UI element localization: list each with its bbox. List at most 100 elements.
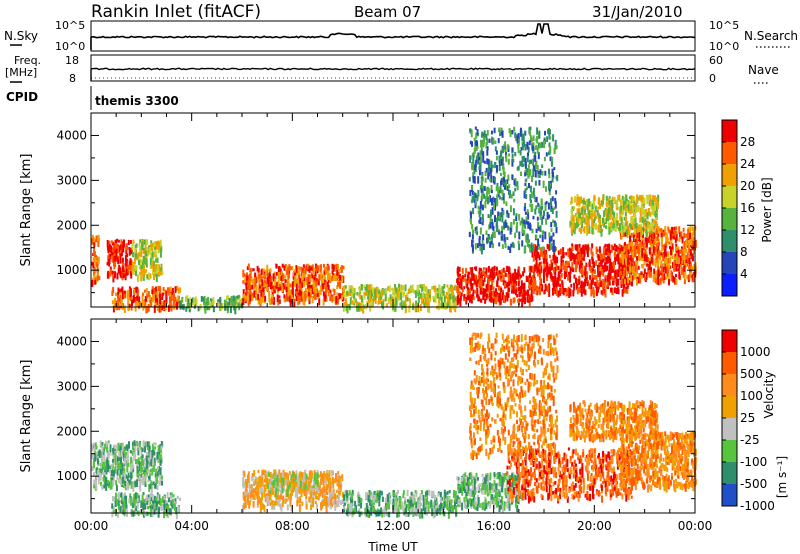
scatter-cell (622, 278, 625, 287)
scatter-cell (323, 285, 326, 290)
scatter-cell (282, 273, 285, 282)
scatter-cell (124, 461, 127, 465)
scatter-cell (479, 287, 482, 295)
scatter-cell (639, 207, 642, 214)
scatter-cell (490, 290, 493, 299)
scatter-cell (255, 286, 258, 292)
scatter-cell (173, 504, 176, 512)
scatter-cell (106, 465, 109, 473)
scatter-cell (176, 301, 179, 310)
scatter-cell (526, 155, 529, 163)
scatter-cell (111, 503, 114, 509)
scatter-cell (122, 444, 124, 452)
scatter-cell (287, 266, 290, 274)
scatter-cell (690, 241, 692, 246)
scatter-cell (675, 278, 678, 285)
scatter-cell (599, 225, 602, 229)
scatter-cell (671, 226, 674, 234)
scatter-cell (681, 252, 684, 257)
scatter-cell (468, 295, 471, 303)
scatter-cell (528, 243, 531, 249)
scatter-cell (417, 296, 420, 304)
scatter-cell (552, 242, 555, 250)
scatter-cell (297, 270, 300, 275)
scatter-cell (93, 483, 96, 489)
scatter-cell (573, 228, 575, 233)
scatter-cell (496, 165, 498, 173)
scatter-cell (570, 209, 573, 214)
scatter-cell (254, 281, 257, 288)
scatter-cell (136, 501, 139, 508)
scatter-cell (648, 194, 651, 201)
scatter-cell (580, 227, 582, 234)
scatter-cell (451, 291, 454, 298)
scatter-cell (581, 221, 583, 229)
scatter-cell (217, 302, 220, 306)
scatter-cell (492, 243, 494, 249)
scatter-cell (134, 452, 137, 459)
scatter-cell (260, 289, 263, 297)
scatter-cell (603, 220, 605, 228)
scatter-cell (260, 296, 262, 305)
scatter-cell (620, 229, 623, 236)
scatter-cell (499, 172, 502, 177)
scatter-cell (475, 282, 478, 288)
scatter-cell (482, 234, 485, 241)
scatter-cell (632, 221, 635, 228)
scatter-cell (591, 265, 594, 269)
scatter-cell (283, 294, 286, 299)
scatter-cell (121, 476, 124, 484)
scatter-cell (668, 241, 671, 245)
scatter-cell (597, 206, 600, 210)
scatter-cell (488, 235, 490, 240)
scatter-cell (550, 222, 553, 228)
scatter-cell (156, 466, 159, 470)
scatter-cell (257, 293, 260, 301)
scatter-cell (630, 255, 633, 260)
scatter-cell (500, 278, 503, 282)
scatter-cell (117, 295, 120, 303)
scatter-cell (548, 286, 551, 291)
scatter-cell (136, 464, 138, 468)
scatter-cell (572, 268, 574, 272)
scatter-cell (105, 480, 108, 486)
scatter-cell (560, 248, 563, 255)
scatter-cell (151, 505, 154, 513)
scatter-cell (619, 261, 622, 268)
scatter-cell (136, 479, 138, 487)
scatter-cell (493, 203, 495, 210)
scatter-cell (149, 459, 152, 463)
scatter-cell (406, 292, 409, 297)
scatter-cell (331, 263, 334, 270)
scatter-cell (519, 286, 522, 294)
scatter-cell (342, 304, 345, 312)
scatter-cell (486, 158, 489, 164)
scatter-cell (568, 273, 571, 278)
scatter-cell (578, 227, 581, 232)
scatter-cell (360, 295, 363, 300)
scatter-cell (322, 299, 325, 306)
scatter-cell (113, 262, 116, 270)
scatter-cell (384, 294, 387, 302)
scatter-cell (664, 266, 667, 274)
scatter-cell (522, 293, 525, 300)
scatter-cell (676, 264, 679, 268)
scatter-cell (476, 231, 479, 236)
scatter-cell (636, 260, 639, 266)
scatter-cell (590, 247, 593, 255)
scatter-cell (657, 246, 660, 254)
scatter-cell (554, 282, 557, 288)
scatter-cell (605, 284, 608, 289)
scatter-cell (483, 136, 485, 142)
scatter-cell (647, 208, 650, 214)
scatter-cell (492, 275, 494, 280)
scatter-cell (426, 291, 429, 296)
scatter-cell (221, 303, 224, 310)
scatter-cell (449, 305, 452, 313)
scatter-cell (579, 256, 582, 261)
scatter-cell (663, 273, 666, 280)
scatter-cell (597, 265, 599, 273)
scatter-cell (524, 172, 527, 177)
scatter-cell (478, 243, 481, 247)
scatter-cell (605, 250, 608, 256)
